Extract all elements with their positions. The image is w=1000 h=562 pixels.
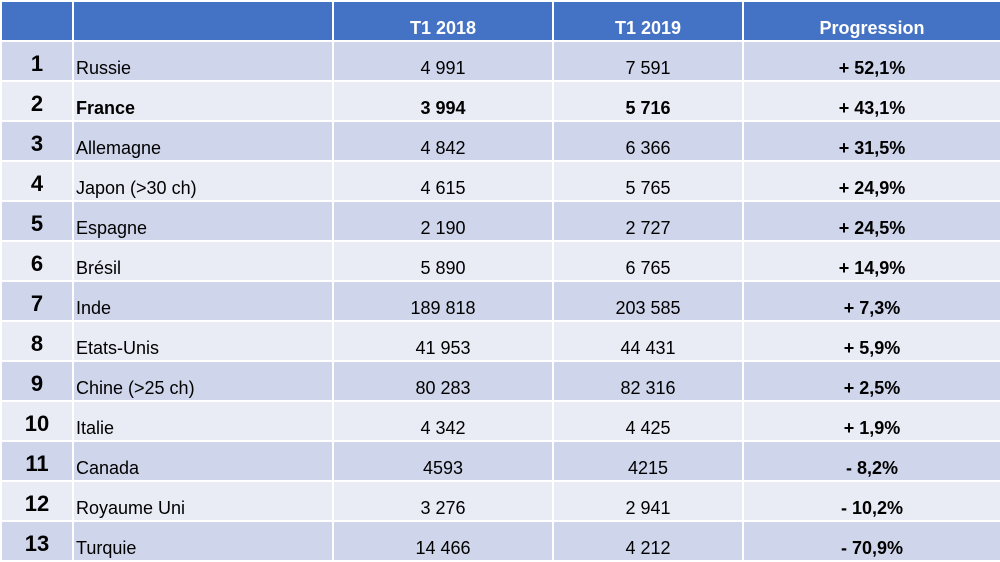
t1-2019-cell: 7 591 <box>552 40 744 82</box>
t1-2018-cell: 4 842 <box>332 120 554 162</box>
country-cell: France <box>72 80 334 122</box>
t1-2018-cell: 80 283 <box>332 360 554 402</box>
t1-2019-cell: 6 366 <box>552 120 744 162</box>
rank-cell: 12 <box>0 480 74 522</box>
rank-cell: 8 <box>0 320 74 362</box>
t1-2019-cell: 203 585 <box>552 280 744 322</box>
t1-2019-cell: 4 425 <box>552 400 744 442</box>
table-row: 1 Russie 4 991 7 591 + 52,1% <box>0 40 1000 82</box>
rank-cell: 7 <box>0 280 74 322</box>
header-rank <box>0 0 74 42</box>
rank-cell: 5 <box>0 200 74 242</box>
country-cell: Brésil <box>72 240 334 282</box>
t1-2019-cell: 5 716 <box>552 80 744 122</box>
rank-cell: 3 <box>0 120 74 162</box>
progression-cell: + 14,9% <box>742 240 1000 282</box>
country-cell: Italie <box>72 400 334 442</box>
rank-cell: 6 <box>0 240 74 282</box>
country-cell: Allemagne <box>72 120 334 162</box>
table-row: 4 Japon (>30 ch) 4 615 5 765 + 24,9% <box>0 160 1000 202</box>
t1-2018-cell: 14 466 <box>332 520 554 562</box>
t1-2018-cell: 189 818 <box>332 280 554 322</box>
country-cell: Canada <box>72 440 334 482</box>
progression-cell: - 10,2% <box>742 480 1000 522</box>
t1-2019-cell: 4215 <box>552 440 744 482</box>
progression-cell: + 7,3% <box>742 280 1000 322</box>
t1-2018-cell: 3 994 <box>332 80 554 122</box>
t1-2018-cell: 3 276 <box>332 480 554 522</box>
t1-2018-cell: 2 190 <box>332 200 554 242</box>
country-cell: Russie <box>72 40 334 82</box>
country-cell: Turquie <box>72 520 334 562</box>
country-cell: Espagne <box>72 200 334 242</box>
table-row: 11 Canada 4593 4215 - 8,2% <box>0 440 1000 482</box>
t1-2018-cell: 4593 <box>332 440 554 482</box>
table-row: 6 Brésil 5 890 6 765 + 14,9% <box>0 240 1000 282</box>
table-row: 13 Turquie 14 466 4 212 - 70,9% <box>0 520 1000 562</box>
rank-cell: 13 <box>0 520 74 562</box>
t1-2018-cell: 41 953 <box>332 320 554 362</box>
header-progression: Progression <box>742 0 1000 42</box>
t1-2019-cell: 5 765 <box>552 160 744 202</box>
country-cell: Inde <box>72 280 334 322</box>
rank-cell: 2 <box>0 80 74 122</box>
header-t1-2019: T1 2019 <box>552 0 744 42</box>
t1-2018-cell: 4 342 <box>332 400 554 442</box>
header-row: T1 2018 T1 2019 Progression <box>0 0 1000 42</box>
t1-2019-cell: 4 212 <box>552 520 744 562</box>
country-cell: Chine (>25 ch) <box>72 360 334 402</box>
rank-cell: 10 <box>0 400 74 442</box>
country-cell: Royaume Uni <box>72 480 334 522</box>
t1-2019-cell: 6 765 <box>552 240 744 282</box>
t1-2019-cell: 82 316 <box>552 360 744 402</box>
t1-2019-cell: 2 941 <box>552 480 744 522</box>
progression-cell: + 52,1% <box>742 40 1000 82</box>
t1-2018-cell: 4 991 <box>332 40 554 82</box>
table-row: 9 Chine (>25 ch) 80 283 82 316 + 2,5% <box>0 360 1000 402</box>
t1-2019-cell: 44 431 <box>552 320 744 362</box>
table-row: 12 Royaume Uni 3 276 2 941 - 10,2% <box>0 480 1000 522</box>
table-row: 5 Espagne 2 190 2 727 + 24,5% <box>0 200 1000 242</box>
progression-cell: + 43,1% <box>742 80 1000 122</box>
t1-2018-cell: 5 890 <box>332 240 554 282</box>
table-row: 2 France 3 994 5 716 + 43,1% <box>0 80 1000 122</box>
table-row: 7 Inde 189 818 203 585 + 7,3% <box>0 280 1000 322</box>
country-cell: Japon (>30 ch) <box>72 160 334 202</box>
table-row: 10 Italie 4 342 4 425 + 1,9% <box>0 400 1000 442</box>
rank-cell: 1 <box>0 40 74 82</box>
rank-cell: 4 <box>0 160 74 202</box>
header-t1-2018: T1 2018 <box>332 0 554 42</box>
rank-cell: 11 <box>0 440 74 482</box>
progression-cell: + 1,9% <box>742 400 1000 442</box>
progression-cell: - 8,2% <box>742 440 1000 482</box>
progression-cell: + 24,5% <box>742 200 1000 242</box>
t1-2019-cell: 2 727 <box>552 200 744 242</box>
t1-2018-cell: 4 615 <box>332 160 554 202</box>
header-country <box>72 0 334 42</box>
table-row: 3 Allemagne 4 842 6 366 + 31,5% <box>0 120 1000 162</box>
rank-cell: 9 <box>0 360 74 402</box>
progression-cell: + 31,5% <box>742 120 1000 162</box>
progression-cell: + 24,9% <box>742 160 1000 202</box>
table-row: 8 Etats-Unis 41 953 44 431 + 5,9% <box>0 320 1000 362</box>
progression-cell: + 2,5% <box>742 360 1000 402</box>
country-cell: Etats-Unis <box>72 320 334 362</box>
progression-cell: + 5,9% <box>742 320 1000 362</box>
progression-cell: - 70,9% <box>742 520 1000 562</box>
